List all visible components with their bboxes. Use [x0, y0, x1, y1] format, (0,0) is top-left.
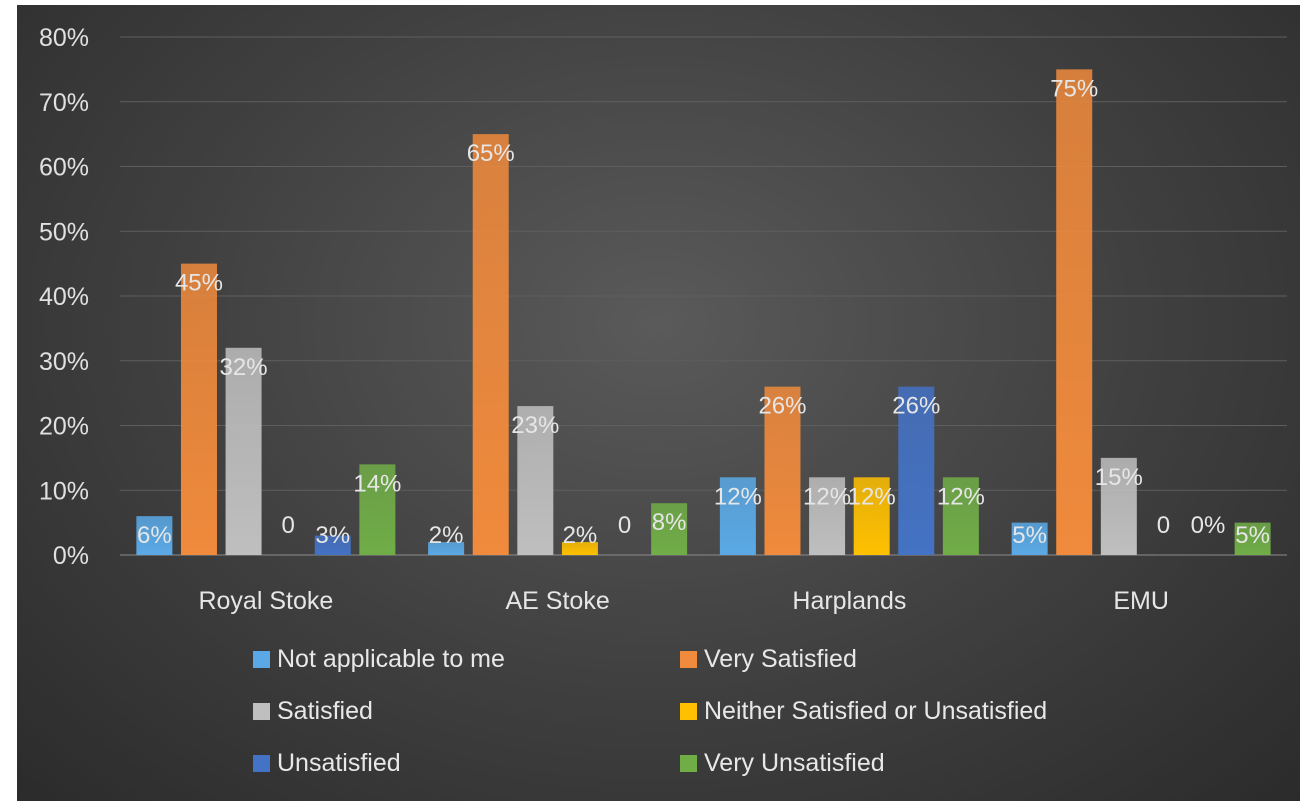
x-category-label: Royal Stoke: [198, 587, 333, 615]
data-label: 8%: [652, 509, 687, 536]
data-label: 12%: [848, 483, 896, 510]
y-tick-label: 40%: [39, 283, 89, 311]
legend-swatch-unsatisfied: [253, 755, 270, 772]
legend-label-very-satisfied: Very Satisfied: [704, 645, 857, 673]
bar: [314, 535, 351, 555]
data-label: 0%: [1191, 512, 1226, 539]
data-label: 65%: [467, 140, 515, 167]
bar: [428, 542, 465, 555]
data-label: 0: [1157, 512, 1170, 539]
y-tick-label: 50%: [39, 218, 89, 246]
x-category-label: Harplands: [792, 587, 906, 615]
y-tick-label: 0%: [53, 542, 89, 570]
data-label: 12%: [714, 483, 762, 510]
legend-label-satisfied: Satisfied: [277, 697, 373, 725]
legend-item-neither: Neither Satisfied or Unsatisfied: [680, 697, 1047, 726]
data-label: 23%: [511, 412, 559, 439]
bar: [651, 503, 688, 555]
data-label: 12%: [937, 483, 985, 510]
bar: [517, 406, 554, 555]
y-tick-label: 70%: [39, 89, 89, 117]
bar: [1056, 69, 1093, 555]
bar: [1234, 522, 1271, 555]
bar: [561, 542, 598, 555]
data-label: 14%: [353, 470, 401, 497]
bar: [764, 386, 801, 555]
data-label: 45%: [175, 270, 223, 297]
data-label: 15%: [1095, 464, 1143, 491]
data-label: 0: [618, 512, 631, 539]
legend-label-neither: Neither Satisfied or Unsatisfied: [704, 697, 1048, 725]
data-label: 0: [281, 512, 294, 539]
legend-item-very-satisfied: Very Satisfied: [680, 645, 857, 674]
bar: [1011, 522, 1048, 555]
legend-item-unsatisfied: Unsatisfied: [253, 749, 401, 778]
y-tick-label: 10%: [39, 477, 89, 505]
legend-item-satisfied: Satisfied: [253, 697, 373, 726]
bar: [809, 477, 846, 555]
bar: [225, 347, 262, 555]
legend: Not applicable to me Very Satisfied Sati…: [253, 645, 1173, 795]
legend-swatch-satisfied: [253, 703, 270, 720]
data-label: 2%: [429, 522, 464, 549]
bar: [472, 134, 509, 555]
x-category-label: EMU: [1113, 587, 1169, 615]
legend-item-not-applicable: Not applicable to me: [253, 645, 505, 674]
legend-item-very-unsatisfied: Very Unsatisfied: [680, 749, 885, 778]
legend-label-unsatisfied: Unsatisfied: [277, 749, 401, 777]
bar: [719, 477, 756, 555]
data-label: 3%: [315, 522, 350, 549]
bar-chart: 0% 10% 20% 30% 40% 50% 60% 70% 80% 6% 45% 32% 0 3%14%…: [39, 24, 1287, 615]
y-tick-label: 60%: [39, 154, 89, 182]
y-tick-label: 30%: [39, 348, 89, 376]
bar: [898, 386, 935, 555]
bar: [942, 477, 979, 555]
x-category-label: AE Stoke: [506, 587, 610, 615]
data-label: 75%: [1050, 75, 1098, 102]
bar: [853, 477, 890, 555]
data-label: 26%: [892, 393, 940, 420]
bar: [359, 464, 396, 555]
data-label: 5%: [1235, 522, 1270, 549]
y-tick-label: 80%: [39, 24, 89, 52]
data-label: 2%: [563, 522, 598, 549]
y-tick-label: 20%: [39, 413, 89, 441]
legend-label-very-unsatisfied: Very Unsatisfied: [704, 749, 885, 777]
data-label: 5%: [1012, 522, 1047, 549]
bar: [1100, 457, 1137, 555]
legend-swatch-very-unsatisfied: [680, 755, 697, 772]
data-label: 32%: [220, 354, 268, 381]
data-label: 6%: [137, 522, 172, 549]
legend-swatch-neither: [680, 703, 697, 720]
data-label: 12%: [803, 483, 851, 510]
bar: [136, 516, 173, 555]
data-label: 26%: [758, 393, 806, 420]
bar: [180, 263, 217, 555]
legend-swatch-not-applicable: [253, 651, 270, 668]
legend-label-not-applicable: Not applicable to me: [277, 645, 505, 673]
chart-area: 0% 10% 20% 30% 40% 50% 60% 70% 80% 6% 45% 32% 0 3% 14%…: [17, 5, 1300, 801]
legend-swatch-very-satisfied: [680, 651, 697, 668]
